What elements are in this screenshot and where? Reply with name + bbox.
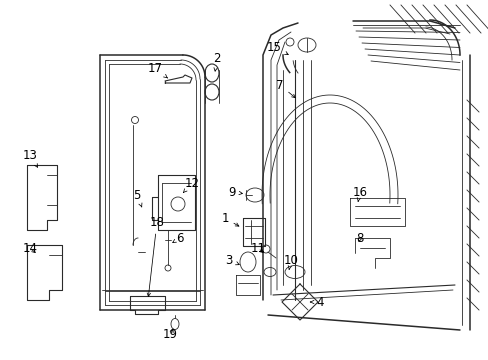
Text: 5: 5 — [133, 189, 142, 207]
Text: 7: 7 — [276, 78, 295, 98]
Text: 17: 17 — [147, 62, 167, 78]
Text: 4: 4 — [310, 296, 323, 309]
Text: 3: 3 — [225, 253, 239, 266]
Text: 18: 18 — [147, 216, 164, 296]
Text: 15: 15 — [266, 41, 287, 55]
Text: 13: 13 — [22, 149, 38, 167]
Text: 2: 2 — [213, 51, 220, 71]
Text: 19: 19 — [162, 328, 177, 342]
Text: 11: 11 — [250, 242, 265, 255]
Text: 1: 1 — [221, 212, 238, 226]
Text: 9: 9 — [228, 185, 242, 198]
Text: 6: 6 — [172, 231, 183, 244]
Text: 14: 14 — [22, 242, 38, 255]
Text: 10: 10 — [283, 253, 298, 269]
Text: 12: 12 — [183, 176, 199, 193]
Text: 16: 16 — [352, 185, 367, 202]
Text: 8: 8 — [356, 231, 363, 244]
